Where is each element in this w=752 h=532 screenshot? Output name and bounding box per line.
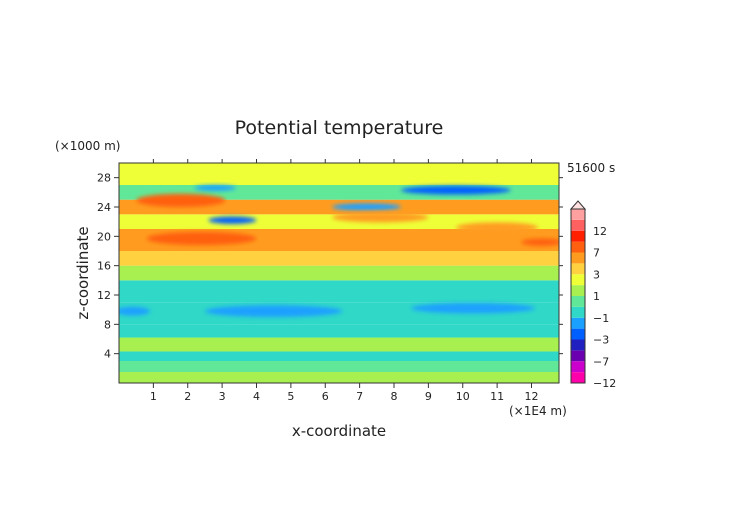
y-unit-label: (×1000 m) — [55, 139, 120, 153]
colorbar-segment — [571, 339, 585, 351]
colorbar-segment — [571, 317, 585, 329]
colorbar-tick-label: −7 — [593, 355, 609, 368]
colorbar-tick-label: −3 — [593, 334, 609, 347]
heat-band-1 — [119, 361, 559, 372]
x-tick-label: 12 — [525, 390, 539, 403]
heat-band-2 — [119, 351, 559, 361]
colorbar-frame — [570, 208, 586, 384]
colorbar-tick-label: 1 — [593, 290, 600, 303]
heat-blob-1 — [208, 216, 257, 224]
colorbar-tick-label: −1 — [593, 312, 609, 325]
heat-blob-8 — [521, 238, 559, 246]
colorbar-segment — [571, 209, 585, 220]
plot-frame — [118, 162, 560, 384]
y-tick-label: 4 — [104, 348, 111, 361]
heat-band-3 — [119, 337, 559, 352]
y-tick-label: 20 — [97, 230, 111, 243]
colorbar-segment — [571, 219, 585, 231]
x-tick-label: 9 — [425, 390, 432, 403]
colorbar-segment — [571, 361, 585, 373]
heatmap-field — [119, 163, 559, 383]
heat-blob-10 — [411, 303, 535, 314]
x-tick-label: 1 — [150, 390, 157, 403]
colorbar-segment — [571, 252, 585, 264]
y-tick-label: 24 — [97, 201, 111, 214]
colorbar-segment — [571, 274, 585, 286]
x-tick-label: 2 — [184, 390, 191, 403]
colorbar-segment — [571, 263, 585, 275]
heat-band-0 — [119, 372, 559, 383]
x-tick-label: 11 — [490, 390, 504, 403]
x-tick-label: 10 — [456, 390, 470, 403]
heat-blob-5 — [146, 231, 257, 246]
y-tick-label: 12 — [97, 289, 111, 302]
x-axis-label: x-coordinate — [292, 422, 386, 440]
x-tick-label: 5 — [287, 390, 294, 403]
heat-blob-2 — [332, 203, 401, 211]
heat-blob-0 — [194, 185, 236, 191]
y-axis-ticks: 4 8 12 16 20 24 28 — [97, 172, 563, 361]
colorbar-segment — [571, 296, 585, 307]
heat-blob-7 — [455, 222, 539, 233]
heat-blob-3 — [400, 185, 511, 195]
x-tick-label: 4 — [253, 390, 260, 403]
colorbar-tick-label: 7 — [593, 247, 600, 260]
heat-band-8 — [119, 251, 559, 266]
x-tick-label: 3 — [219, 390, 226, 403]
colorbar-tick-label: −12 — [593, 377, 616, 390]
y-axis-label: z-coordinate — [74, 226, 92, 319]
x-tick-label: 8 — [391, 390, 398, 403]
colorbar-segment — [571, 306, 585, 318]
x-axis-ticks: 1 2 3 4 5 6 7 8 9 10 11 12 — [150, 159, 539, 403]
chart-title: Potential temperature — [235, 117, 444, 139]
heat-band-6 — [119, 280, 559, 303]
heat-blob-6 — [332, 212, 429, 223]
x-tick-label: 7 — [356, 390, 363, 403]
colorbar-segment — [571, 350, 585, 362]
heat-blob-11 — [119, 306, 150, 316]
y-tick-label: 28 — [97, 172, 111, 185]
colorbar-tick-label: 12 — [593, 225, 607, 238]
colorbar-segment — [571, 372, 585, 383]
colorbar-segment — [571, 230, 585, 242]
y-tick-label: 16 — [97, 260, 111, 273]
heat-band-7 — [119, 265, 559, 281]
x-unit-label: (×1E4 m) — [509, 404, 567, 418]
y-tick-label: 8 — [104, 318, 111, 331]
colorbar: 12 7 3 1 −1 −3 −7 −12 — [569, 200, 616, 390]
colorbar-segment — [571, 328, 585, 340]
heat-blob-4 — [136, 193, 226, 207]
colorbar-segment — [571, 285, 585, 296]
x-tick-label: 6 — [322, 390, 329, 403]
colorbar-overflow-arrow — [569, 200, 587, 210]
heat-band-13 — [119, 163, 559, 185]
heat-band-4 — [119, 324, 559, 338]
time-label: 51600 s — [567, 161, 615, 175]
heat-blob-9 — [204, 305, 343, 317]
colorbar-tick-label: 3 — [593, 268, 600, 281]
colorbar-segment — [571, 241, 585, 253]
